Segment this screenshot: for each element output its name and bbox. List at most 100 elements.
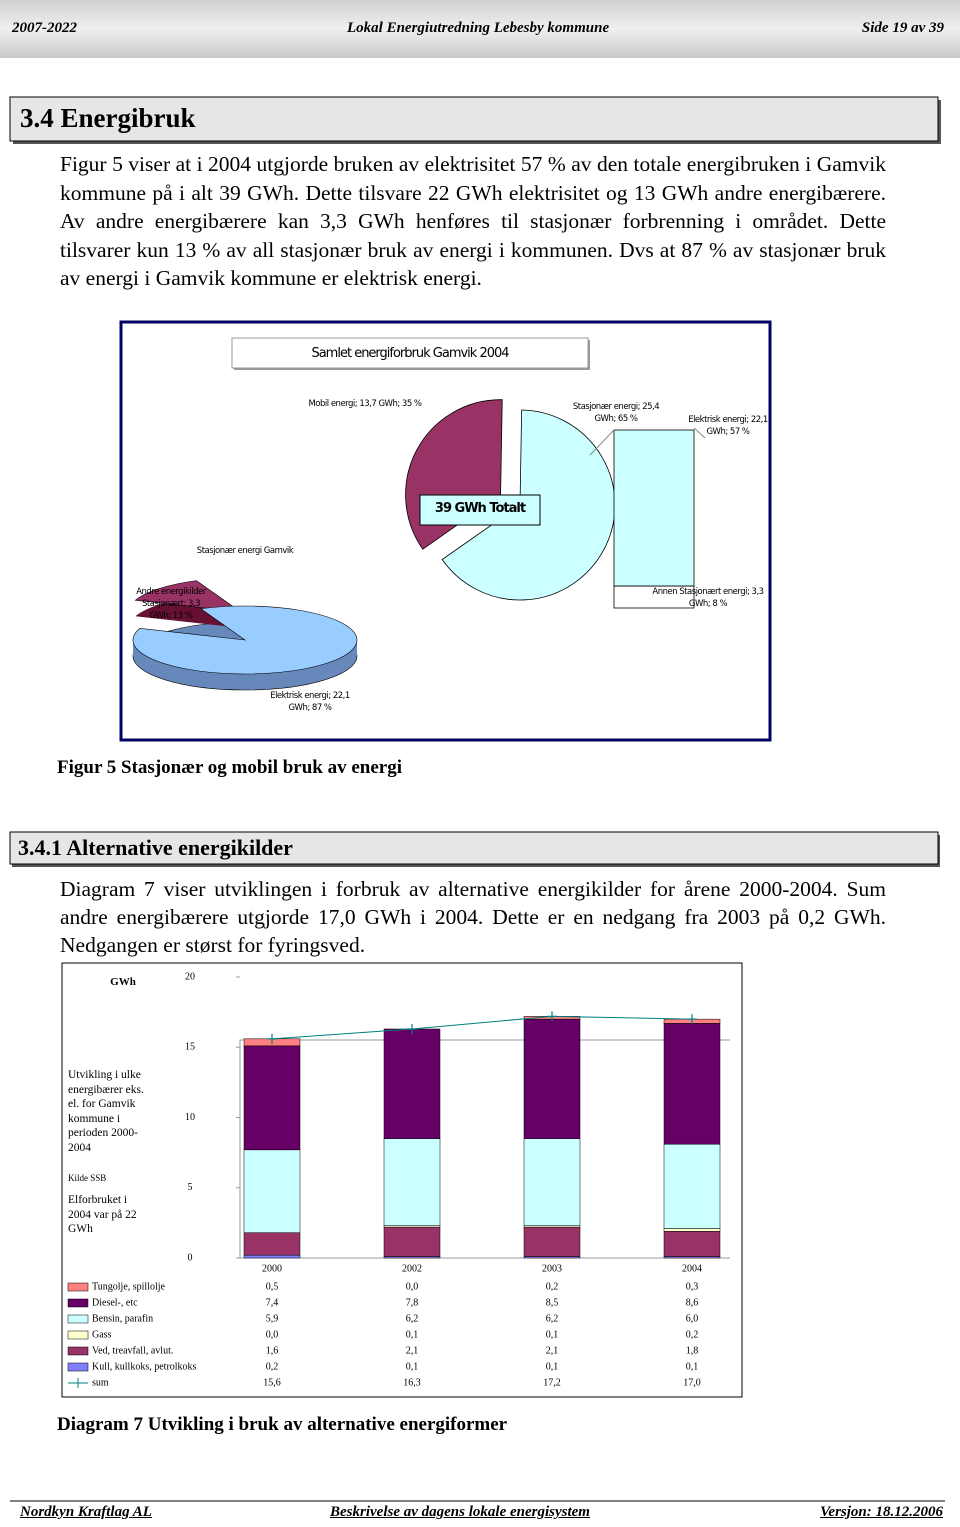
note: Elforbruket i 2004 var på 22 GWh (68, 1194, 137, 1235)
legend-swatch (67, 1330, 89, 1340)
footer-left: Nordkyn Kraftlag AL (20, 1504, 152, 1520)
pie-slice (132, 605, 358, 675)
bar-segment (523, 1138, 581, 1226)
table-value: 0,0 (266, 1329, 279, 1340)
leader-line (693, 427, 706, 439)
y-tick-label: 20 (185, 971, 195, 982)
figure-caption: Figur 5 Stasjonær og mobil bruk av energ… (57, 757, 403, 778)
bar-segment (243, 1254, 301, 1259)
legend-swatch (73, 1378, 83, 1388)
x-tick-label: 2002 (402, 1263, 422, 1274)
legend-swatch (67, 1298, 89, 1308)
table-value: 5,9 (266, 1313, 279, 1324)
bar-segment (663, 1023, 721, 1145)
section-box (9, 96, 939, 142)
subsection-box (9, 831, 939, 865)
slice-label: Mobil energi; 13,7 GWh; 35 % (308, 399, 422, 409)
sum-marker (407, 1023, 417, 1034)
table-value: 0,1 (546, 1329, 559, 1340)
leader-line (589, 429, 615, 456)
bar-segment (243, 1045, 301, 1151)
paragraph: Figur 5 viser at i 2004 utgjorde bruken … (60, 152, 886, 290)
legend-name: Kull, kullkoks, petrolkoks (92, 1361, 197, 1372)
sum-marker (267, 1033, 277, 1044)
y-tick-label: 10 (185, 1112, 195, 1123)
table-value: 16,3 (403, 1377, 421, 1388)
bar-segment (663, 1228, 721, 1232)
table-value: 0,1 (406, 1361, 419, 1372)
bar-segment (523, 1226, 581, 1257)
bar-segment (383, 1226, 441, 1257)
table-value: 17,0 (683, 1377, 701, 1388)
table-value: 0,5 (266, 1281, 279, 1292)
table-value: 0,1 (686, 1361, 699, 1372)
table-value: 0,2 (266, 1361, 279, 1372)
y-tick-label: 0 (188, 1252, 193, 1263)
section-title: 3.4 Energibruk (20, 103, 196, 133)
chart-title: Samlet energiforbruk Gamvik 2004 (311, 346, 509, 361)
x-tick-label: 2004 (682, 1263, 702, 1274)
table-value: 1,8 (686, 1345, 699, 1356)
bar-segment (243, 1232, 301, 1256)
table-value: 2,1 (546, 1345, 559, 1356)
diagram-caption: Diagram 7 Utvikling i bruk av alternativ… (57, 1414, 508, 1435)
paragraph: Diagram 7 viser utviklingen i forbruk av… (60, 877, 886, 957)
footer-right: Versjon: 18.12.2006 (820, 1504, 943, 1520)
legend-name: Bensin, parafin (92, 1313, 153, 1324)
table-value: 7,8 (406, 1297, 419, 1308)
legend-name: Diesel-, etc (92, 1297, 138, 1308)
table-value: 8,6 (686, 1297, 699, 1308)
pie-slice (134, 580, 242, 613)
bar-segment (243, 1149, 301, 1233)
footer-center: Beskrivelse av dagens lokale energisyste… (330, 1504, 590, 1520)
subsection-title: 3.4.1 Alternative energikilder (18, 835, 293, 860)
bar-segment (523, 1018, 581, 1139)
legend-swatch (67, 1362, 89, 1372)
table-value: 0,1 (546, 1361, 559, 1372)
table-value: 7,4 (266, 1297, 279, 1308)
table-value: 0,3 (686, 1281, 699, 1292)
sum-marker (547, 1011, 557, 1022)
slice-label: Stasjonær energi; 25,4 GWh; 65 % (572, 402, 660, 424)
table-value: 0,2 (686, 1329, 699, 1340)
header-right: Side 19 av 39 (861, 20, 944, 36)
legend-name: Ved, treavfall, avlut. (92, 1345, 173, 1356)
legend-name: Gass (92, 1329, 112, 1340)
table-value: 15,6 (263, 1377, 281, 1388)
breakdown-segment (613, 429, 695, 587)
table-value: 0,1 (406, 1329, 419, 1340)
bar-segment (663, 1143, 721, 1229)
y-tick-label: 5 (188, 1182, 193, 1193)
title-box (231, 337, 589, 369)
bar-segment (383, 1138, 441, 1226)
bar-segment (663, 1231, 721, 1257)
note: Kilde SSB (68, 1173, 107, 1183)
header-band (0, 0, 960, 58)
segment-label: Annen Stasjonært energi; 3,3 GWh; 8 % (652, 587, 764, 609)
table-value: 1,6 (266, 1345, 279, 1356)
x-tick-label: 2000 (262, 1263, 282, 1274)
table-value: 0,0 (406, 1281, 419, 1292)
y-tick-label: 15 (185, 1042, 195, 1053)
header-left: 2007-2022 (12, 20, 77, 36)
sum-marker (687, 1014, 697, 1025)
slice-label: Elektrisk energi; 22,1 GWh; 87 % (270, 691, 350, 713)
subchart-title: Stasjonær energi Gamvik (196, 546, 294, 556)
note: Utvikling i ulke energibærer eks. el. fo… (68, 1069, 144, 1154)
bar-segment (383, 1028, 441, 1139)
table-value: 2,1 (406, 1345, 419, 1356)
table-value: 6,0 (686, 1313, 699, 1324)
pie-slice-side (135, 596, 241, 628)
header-center: Lokal Energiutredning Lebesby kommune (347, 20, 610, 36)
legend-swatch (67, 1346, 89, 1356)
table-value: 8,5 (546, 1297, 559, 1308)
table-value: 17,2 (543, 1377, 561, 1388)
segment-label: Elektrisk energi; 22,1 GWh; 57 % (688, 415, 768, 437)
legend-swatch (67, 1282, 89, 1292)
sum-line (271, 1015, 693, 1040)
x-tick-label: 2003 (542, 1263, 562, 1274)
legend-name: Tungolje, spillolje (92, 1281, 166, 1292)
legend-name: sum (92, 1377, 109, 1388)
